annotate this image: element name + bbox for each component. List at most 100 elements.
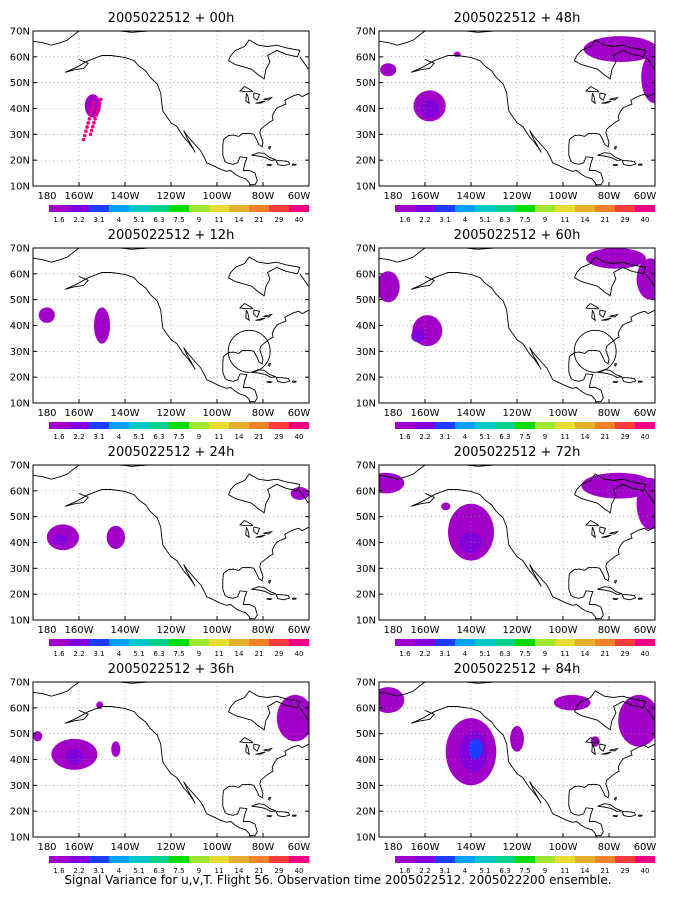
signal-blob xyxy=(448,503,494,561)
colorbar-label: 1.6 xyxy=(399,216,411,224)
lat-tick-label: 60N xyxy=(356,703,376,714)
signal-blob xyxy=(636,477,655,530)
colorbar-swatch xyxy=(149,422,169,429)
colorbar: 1.6 2.2 3.1 4 5.1 6.3 7.5 9 11 14 21 29 40 xyxy=(49,205,309,224)
lon-tick-label: 80W xyxy=(252,625,275,636)
colorbar-label: 11 xyxy=(561,867,570,875)
colorbar-label: 14 xyxy=(235,433,244,441)
colorbar-swatch xyxy=(129,856,149,863)
lat-tick-label: 50N xyxy=(10,512,30,523)
lon-tick-label: 120W xyxy=(157,625,186,636)
signal-layer xyxy=(379,687,655,786)
lat-tick-label: 30N xyxy=(10,130,30,141)
panel-36h: 2005022512 + 36h 70N 60N 50N 40N 30N 20N 10N 18… xyxy=(10,662,311,875)
lon-tick-label: 60W xyxy=(634,842,657,853)
trajectory-dot xyxy=(88,132,93,137)
lat-tick-label: 40N xyxy=(10,755,30,766)
trajectory-dot xyxy=(91,104,95,109)
colorbar-label: 1.6 xyxy=(399,650,411,658)
lat-tick-label: 50N xyxy=(356,295,376,306)
colorbar-label: 40 xyxy=(295,216,304,224)
colorbar-label: 2.2 xyxy=(419,650,430,658)
panel-60h: 2005022512 + 60h 70N 60N 50N 40N 30N 20N 10N 18… xyxy=(356,228,657,441)
lon-tick-label: 60W xyxy=(288,842,311,853)
colorbar-swatch xyxy=(189,422,209,429)
coastline xyxy=(379,248,655,403)
lat-tick-label: 70N xyxy=(10,27,30,38)
colorbar-swatch xyxy=(109,639,129,646)
colorbar-swatch xyxy=(269,639,289,646)
colorbar-swatch xyxy=(635,639,655,646)
colorbar-label: 2.2 xyxy=(73,650,84,658)
colorbar-swatch xyxy=(129,422,149,429)
colorbar-label: 7.5 xyxy=(173,650,184,658)
coastline xyxy=(33,682,309,837)
colorbar-swatch xyxy=(209,856,229,863)
trajectory-dot xyxy=(93,117,97,121)
lon-tick-label: 80W xyxy=(598,625,621,636)
colorbar-label: 5.1 xyxy=(479,650,490,658)
colorbar-label: 29 xyxy=(621,650,630,658)
colorbar-swatch xyxy=(89,422,109,429)
colorbar-label: 2.2 xyxy=(419,216,430,224)
coastline xyxy=(33,248,309,403)
lat-tick-label: 70N xyxy=(356,678,376,689)
colorbar-swatch xyxy=(49,856,69,863)
lat-tick-label: 60N xyxy=(356,269,376,280)
colorbar-label: 21 xyxy=(601,650,610,658)
lon-tick-label: 160W xyxy=(65,408,94,419)
colorbar-swatch xyxy=(395,422,415,429)
panel-24h: 2005022512 + 24h 70N 60N 50N 40N 30N 20N 10N 18… xyxy=(10,445,311,658)
lon-tick-label: 160W xyxy=(411,191,440,202)
colorbar-label: 7.5 xyxy=(173,433,184,441)
colorbar-swatch xyxy=(475,856,495,863)
lon-tick-label: 160W xyxy=(65,842,94,853)
lat-tick-label: 10N xyxy=(356,833,376,844)
colorbar-swatch xyxy=(575,205,595,212)
colorbar-label: 9 xyxy=(197,650,201,658)
colorbar-swatch xyxy=(229,422,249,429)
lat-tick-label: 50N xyxy=(10,295,30,306)
signal-layer xyxy=(46,486,309,551)
lat-tick-label: 20N xyxy=(356,156,376,167)
lat-tick-label: 60N xyxy=(356,486,376,497)
colorbar-label: 40 xyxy=(641,650,650,658)
lon-tick-label: 160W xyxy=(65,625,94,636)
lat-tick-label: 10N xyxy=(356,616,376,627)
lat-tick-label: 10N xyxy=(356,399,376,410)
lat-tick-label: 20N xyxy=(356,590,376,601)
colorbar-label: 21 xyxy=(255,216,264,224)
colorbar-label: 40 xyxy=(641,216,650,224)
colorbar: 1.6 2.2 3.1 4 5.1 6.3 7.5 9 11 14 21 29 40 xyxy=(49,856,309,875)
lon-tick-label: 120W xyxy=(157,191,186,202)
lat-tick-label: 20N xyxy=(356,373,376,384)
trajectory-dot xyxy=(91,124,95,129)
colorbar-swatch xyxy=(395,856,415,863)
target-circle xyxy=(227,329,271,373)
signal-blob xyxy=(290,486,309,500)
colorbar-label: 40 xyxy=(641,433,650,441)
lat-tick-label: 50N xyxy=(10,78,30,89)
colorbar-label: 40 xyxy=(295,650,304,658)
colorbar-swatch xyxy=(415,422,435,429)
trajectory-dot xyxy=(89,108,94,113)
colorbar-swatch xyxy=(149,639,169,646)
colorbar-swatch xyxy=(475,422,495,429)
colorbar-swatch xyxy=(249,639,269,646)
lon-tick-label: 100W xyxy=(203,191,232,202)
trajectory-dot xyxy=(92,120,96,125)
colorbar-swatch xyxy=(49,205,69,212)
colorbar-swatch xyxy=(89,639,109,646)
lon-tick-label: 180 xyxy=(383,625,402,636)
colorbar-label: 7.5 xyxy=(519,867,530,875)
colorbar-label: 40 xyxy=(641,867,650,875)
lon-tick-label: 120W xyxy=(503,191,532,202)
target-circle xyxy=(573,329,617,373)
colorbar-label: 4 xyxy=(463,216,468,224)
signal-blob xyxy=(53,534,68,546)
lon-tick-label: 120W xyxy=(503,625,532,636)
colorbar-label: 4 xyxy=(463,650,468,658)
lon-tick-label: 120W xyxy=(503,408,532,419)
colorbar-label: 6.3 xyxy=(153,433,164,441)
